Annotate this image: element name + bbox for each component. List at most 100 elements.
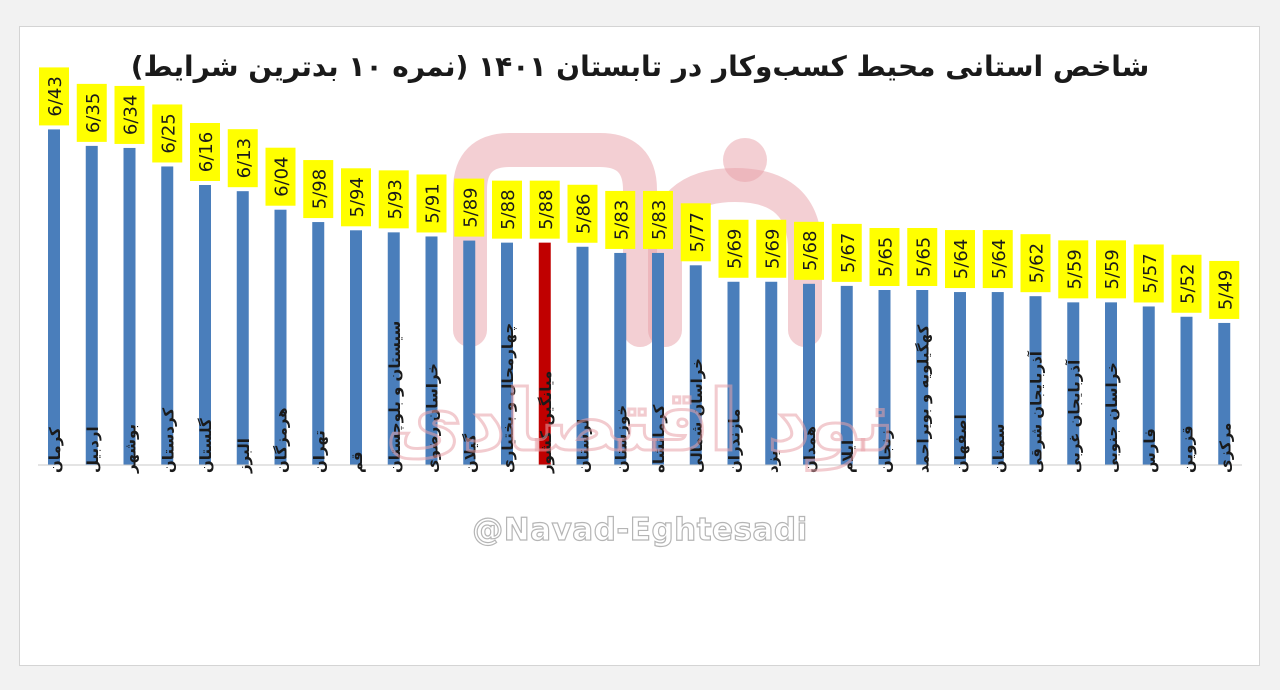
bar (1180, 316, 1193, 465)
value-label-bg (907, 228, 938, 286)
value-label: 5/77 (680, 203, 711, 262)
value-label-text: 5/98 (309, 169, 330, 209)
value-label-bg (114, 85, 145, 144)
category-label: خراسان رضوی (424, 363, 442, 473)
bar (538, 242, 551, 465)
value-label: 5/69 (756, 219, 787, 278)
category-label: خوزستان (612, 405, 630, 473)
value-label-bg (718, 219, 749, 278)
category-label: همدان (801, 426, 819, 473)
bar (350, 230, 362, 465)
category-label: ایلام (839, 440, 857, 473)
category-label: مازندران (726, 409, 744, 473)
value-label: 5/94 (341, 168, 371, 227)
bar (652, 252, 664, 465)
category-label: تهران (310, 430, 328, 473)
watermark-logo-arc-left (453, 133, 657, 347)
value-label-bg (416, 174, 447, 233)
value-label-text: 6/25 (158, 113, 179, 153)
bar (803, 283, 815, 465)
value-label: 5/49 (1209, 260, 1240, 319)
bar (916, 290, 929, 465)
value-label: 6/25 (152, 104, 183, 163)
bar (425, 236, 438, 465)
value-label: 5/67 (831, 223, 862, 282)
value-label: 5/64 (982, 230, 1013, 289)
category-label: کهگیلویه و بویراحمد (914, 325, 932, 473)
value-label-bg (1020, 234, 1051, 293)
value-label-bg (492, 180, 522, 239)
category-label: سیستان و بلوچستان (386, 321, 405, 473)
value-label-text: 5/88 (536, 189, 557, 229)
value-label: 5/83 (643, 190, 673, 249)
category-label: میانگین کشور (537, 371, 555, 474)
value-label-bg (152, 104, 183, 163)
category-label: خراسان شمالی (688, 358, 706, 473)
value-label-bg (831, 223, 862, 282)
value-label-bg (454, 178, 485, 237)
value-label-bg (869, 228, 900, 286)
category-label: زنجان (877, 429, 895, 473)
value-label-bg (1133, 244, 1164, 303)
value-label: 5/59 (1058, 240, 1089, 299)
value-label-text: 5/69 (725, 229, 746, 269)
value-label: 6/43 (39, 67, 69, 126)
value-label-bg (794, 221, 824, 280)
category-labels-group: کرمان اردبیل بوشهر کردستان گلستان البرز هرمزگا… (46, 321, 1234, 474)
watermark-logo-dot (723, 138, 767, 182)
value-label: 5/65 (907, 228, 938, 286)
category-label: بوشهر (122, 424, 140, 474)
category-label: کرمانشاه (650, 404, 668, 473)
bar (1029, 296, 1042, 465)
category-label: اصفهان (952, 414, 970, 473)
category-label: آذربایجان شرقی (1028, 350, 1046, 473)
bar (1218, 322, 1231, 465)
category-label: قم (348, 451, 366, 473)
value-label-bg (945, 230, 975, 289)
value-label-text: 5/88 (498, 189, 519, 229)
bar (614, 252, 627, 465)
value-label: 5/65 (869, 228, 900, 286)
value-label: 5/88 (529, 180, 560, 239)
value-label-text: 5/89 (460, 187, 481, 227)
category-label: گلستان (197, 418, 215, 473)
value-label-text: 5/86 (574, 194, 595, 234)
category-label: اردبیل (84, 426, 102, 473)
bar (161, 166, 174, 465)
value-label: 5/64 (945, 230, 975, 289)
value-label-bg (190, 123, 220, 181)
value-label-text: 5/69 (762, 229, 783, 269)
value-labels-group: 6/43 6/35 6/34 6/25 6/16 6/13 6/04 5/98 5/94 5/93… (39, 67, 1240, 319)
value-label-text: 6/43 (45, 76, 66, 116)
bar (387, 232, 400, 465)
value-label-bg (1171, 254, 1202, 313)
category-label: گیلان (461, 434, 479, 473)
value-label-bg (227, 129, 258, 188)
bar (48, 129, 60, 466)
value-label-bg (1209, 260, 1240, 319)
bar (1067, 302, 1080, 465)
value-label-bg (605, 190, 636, 249)
bar (576, 246, 589, 465)
value-label: 6/16 (190, 123, 220, 181)
value-label-text: 6/13 (234, 138, 255, 178)
value-label: 5/59 (1096, 240, 1126, 299)
value-label-text: 6/35 (83, 93, 104, 133)
value-label: 6/34 (114, 85, 145, 144)
value-label-bg (1096, 240, 1126, 299)
category-label: کردستان (159, 408, 177, 473)
category-label: سمنان (990, 424, 1008, 473)
category-label: هرمزگان (273, 407, 291, 473)
value-label-text: 5/62 (1027, 243, 1048, 283)
category-label: کرمان (46, 427, 64, 473)
value-label: 5/69 (718, 219, 749, 278)
value-label-text: 5/64 (951, 239, 972, 279)
value-label-text: 5/57 (1140, 253, 1161, 293)
value-label-bg (643, 190, 673, 249)
value-label-text: 5/59 (1102, 249, 1123, 289)
value-label-bg (265, 147, 296, 206)
value-label: 5/89 (454, 178, 485, 237)
bar (840, 285, 853, 465)
value-label-text: 6/04 (272, 156, 293, 196)
